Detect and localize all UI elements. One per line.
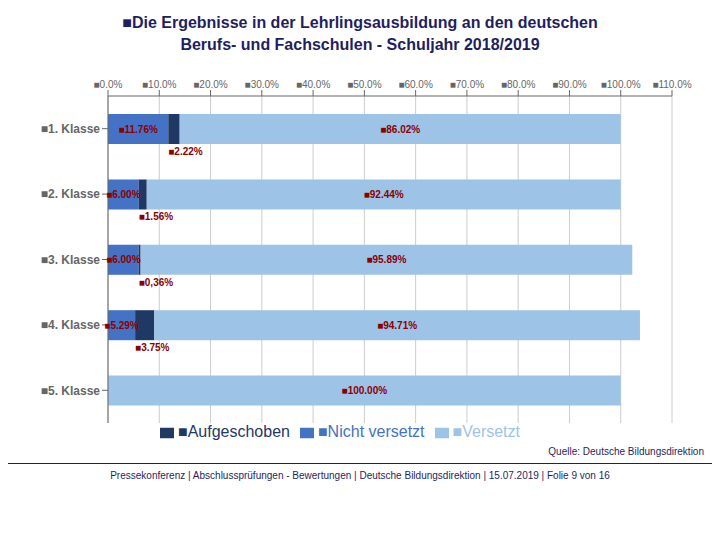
- svg-text:■4. Klasse: ■4. Klasse: [41, 318, 101, 332]
- html-text:■Aufgeschoben: ■Aufgeschoben: [178, 423, 290, 440]
- html-text:Quelle: Deutsche Bildungsdirek: Quelle: Deutsche Bildungsdirektion: [548, 446, 704, 457]
- svg-text:■95.89%: ■95.89%: [366, 254, 406, 265]
- svg-text:■86.02%: ■86.02%: [380, 124, 420, 135]
- svg-text:■30.0%: ■30.0%: [245, 79, 280, 90]
- svg-text:■110.0%: ■110.0%: [652, 79, 691, 90]
- svg-text:■94.71%: ■94.71%: [377, 320, 417, 331]
- svg-text:■100.00%: ■100.00%: [342, 385, 388, 396]
- svg-text:■1. Klasse: ■1. Klasse: [41, 122, 101, 136]
- svg-text:■5.29%: ■5.29%: [104, 320, 139, 331]
- svg-text:■5. Klasse: ■5. Klasse: [41, 384, 101, 398]
- svg-text:■10.0%: ■10.0%: [142, 79, 177, 90]
- html-text:■Nicht versetzt: ■Nicht versetzt: [318, 423, 425, 440]
- svg-text:■6.00%: ■6.00%: [106, 189, 141, 200]
- svg-text:■2. Klasse: ■2. Klasse: [41, 187, 101, 201]
- html-text:Berufs- und Fachschulen - Schu: Berufs- und Fachschulen - Schuljahr 2018…: [180, 36, 540, 53]
- html-text:■Die Ergebnisse in der Lehrlin: ■Die Ergebnisse in der Lehrlingsausbildu…: [122, 14, 598, 31]
- svg-text:■0.0%: ■0.0%: [94, 79, 123, 90]
- svg-text:■6.00%: ■6.00%: [106, 254, 141, 265]
- svg-text:■100.0%: ■100.0%: [601, 79, 641, 90]
- html-text:Pressekonferenz | Abschlussprü: Pressekonferenz | Abschlussprüfungen - B…: [110, 470, 610, 481]
- svg-text:■60.0%: ■60.0%: [398, 79, 433, 90]
- svg-text:■80.0%: ■80.0%: [501, 79, 536, 90]
- svg-text:■2.22%: ■2.22%: [168, 146, 203, 157]
- svg-text:■3. Klasse: ■3. Klasse: [41, 253, 101, 267]
- svg-text:■90.0%: ■90.0%: [552, 79, 587, 90]
- svg-text:■0,36%: ■0,36%: [139, 277, 174, 288]
- svg-text:■3.75%: ■3.75%: [135, 342, 170, 353]
- svg-text:■40.0%: ■40.0%: [296, 79, 331, 90]
- svg-text:■70.0%: ■70.0%: [450, 79, 485, 90]
- svg-text:■92.44%: ■92.44%: [364, 189, 404, 200]
- svg-text:■1.56%: ■1.56%: [139, 211, 174, 222]
- html-text:■Versetzt: ■Versetzt: [452, 423, 520, 440]
- svg-text:■50.0%: ■50.0%: [347, 79, 382, 90]
- svg-text:■20.0%: ■20.0%: [193, 79, 228, 90]
- svg-text:■11.76%: ■11.76%: [118, 124, 158, 135]
